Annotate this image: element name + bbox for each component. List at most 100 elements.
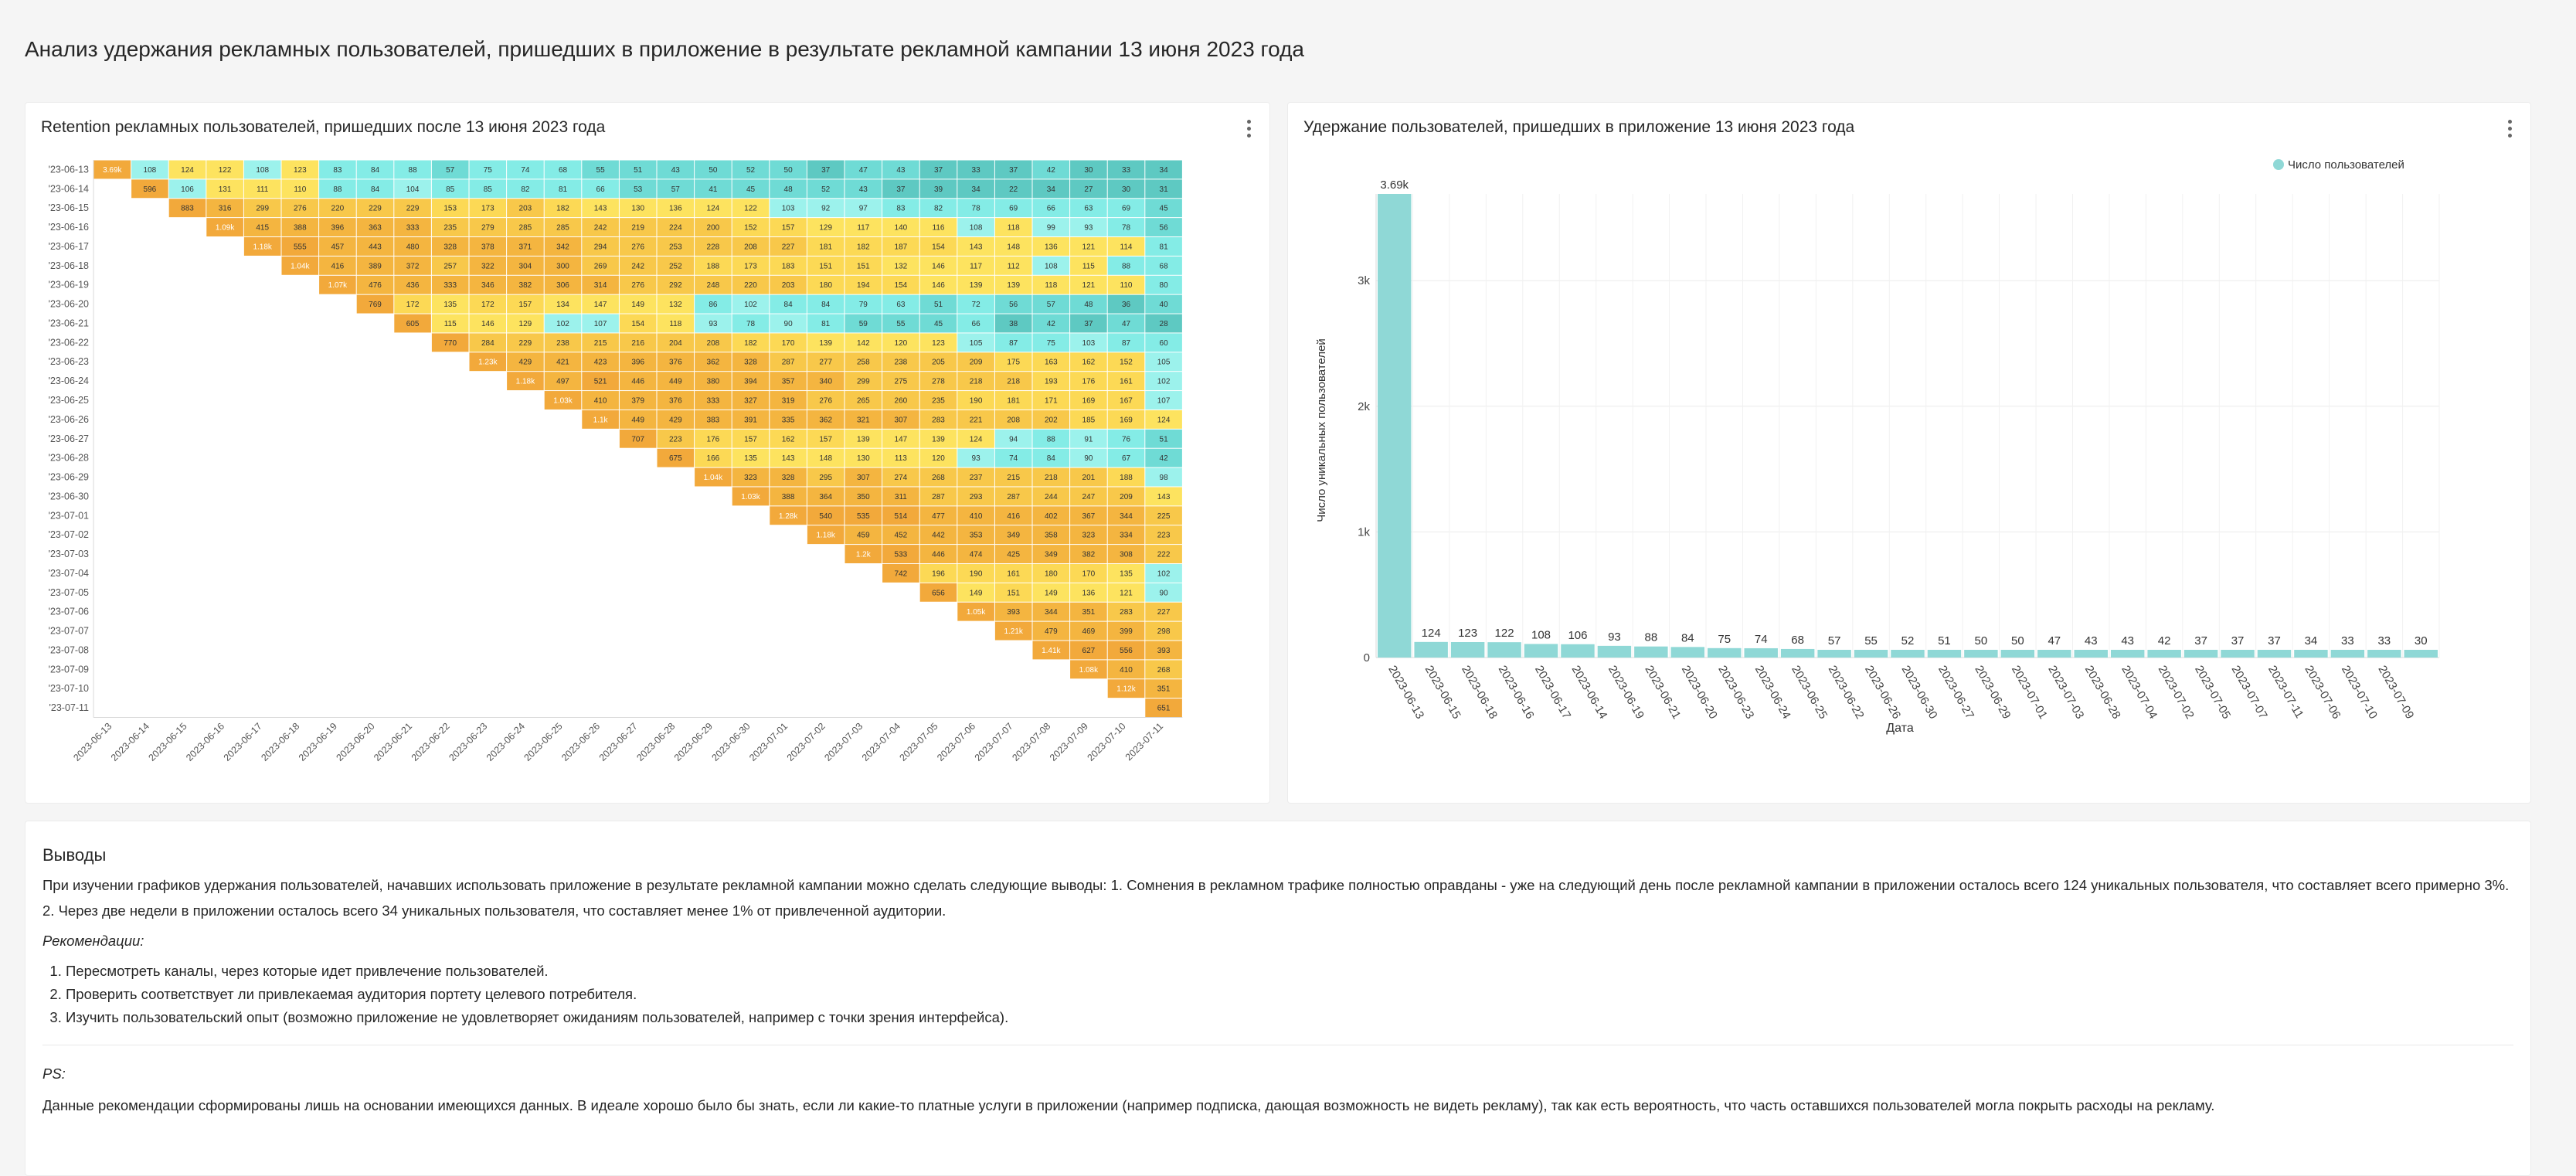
heatmap-cell[interactable] <box>957 506 994 525</box>
heatmap-cell[interactable] <box>1032 256 1070 275</box>
heatmap-cell[interactable] <box>919 275 957 294</box>
heatmap-cell[interactable] <box>807 333 845 352</box>
heatmap-cell[interactable] <box>619 199 657 218</box>
heatmap-cell[interactable] <box>657 256 695 275</box>
heatmap-cell[interactable] <box>994 237 1032 256</box>
bar[interactable] <box>1817 650 1851 658</box>
heatmap-cell[interactable] <box>582 256 619 275</box>
heatmap-cell[interactable] <box>957 333 994 352</box>
heatmap-cell[interactable] <box>657 314 695 333</box>
heatmap-cell[interactable] <box>657 333 695 352</box>
heatmap-cell[interactable] <box>919 372 957 391</box>
heatmap-cell[interactable] <box>770 199 807 218</box>
heatmap-cell[interactable] <box>882 352 919 372</box>
heatmap-cell[interactable] <box>732 410 770 429</box>
heatmap-cell[interactable] <box>1145 275 1182 294</box>
heatmap-cell[interactable] <box>1107 372 1145 391</box>
bar[interactable] <box>1854 650 1888 658</box>
heatmap-cell[interactable] <box>469 314 507 333</box>
heatmap-cell[interactable] <box>1145 333 1182 352</box>
heatmap-cell[interactable] <box>695 218 732 237</box>
heatmap-cell[interactable] <box>582 391 619 410</box>
heatmap-cell[interactable] <box>770 218 807 237</box>
heatmap-cell[interactable] <box>770 294 807 314</box>
heatmap-cell[interactable] <box>770 372 807 391</box>
heatmap-cell[interactable] <box>394 218 431 237</box>
heatmap-cell[interactable] <box>957 218 994 237</box>
heatmap-cell[interactable] <box>845 218 882 237</box>
heatmap-cell[interactable] <box>1070 275 1107 294</box>
heatmap-cell[interactable] <box>544 391 582 410</box>
heatmap-cell[interactable] <box>957 525 994 545</box>
heatmap-cell[interactable] <box>1107 160 1145 179</box>
heatmap-cell[interactable] <box>882 179 919 199</box>
heatmap-cell[interactable] <box>657 275 695 294</box>
heatmap-cell[interactable] <box>732 352 770 372</box>
heatmap-cell[interactable] <box>1107 583 1145 602</box>
heatmap-cell[interactable] <box>994 314 1032 333</box>
heatmap-cell[interactable] <box>807 467 845 487</box>
heatmap-cell[interactable] <box>1032 487 1070 506</box>
heatmap-cell[interactable] <box>582 410 619 429</box>
heatmap-cell[interactable] <box>994 199 1032 218</box>
heatmap-cell[interactable] <box>356 275 394 294</box>
heatmap-cell[interactable] <box>319 237 356 256</box>
heatmap-cell[interactable] <box>695 294 732 314</box>
heatmap-cell[interactable] <box>431 256 469 275</box>
bar[interactable] <box>1414 641 1448 658</box>
heatmap-cell[interactable] <box>1070 179 1107 199</box>
heatmap-cell[interactable] <box>281 160 319 179</box>
bar[interactable] <box>1450 642 1485 658</box>
heatmap-cell[interactable] <box>657 429 695 448</box>
heatmap-cell[interactable] <box>882 487 919 506</box>
heatmap-cell[interactable] <box>994 179 1032 199</box>
heatmap-cell[interactable] <box>1107 333 1145 352</box>
heatmap-cell[interactable] <box>319 218 356 237</box>
heatmap-cell[interactable] <box>994 352 1032 372</box>
heatmap-cell[interactable] <box>732 391 770 410</box>
heatmap-cell[interactable] <box>431 179 469 199</box>
heatmap-cell[interactable] <box>994 583 1032 602</box>
heatmap-cell[interactable] <box>168 160 206 179</box>
heatmap-cell[interactable] <box>431 333 469 352</box>
heatmap-cell[interactable] <box>957 275 994 294</box>
heatmap-cell[interactable] <box>770 314 807 333</box>
heatmap-cell[interactable] <box>770 506 807 525</box>
bar[interactable] <box>2183 650 2218 658</box>
heatmap-cell[interactable] <box>882 314 919 333</box>
bar[interactable] <box>2367 650 2401 658</box>
heatmap-cell[interactable] <box>957 372 994 391</box>
bar[interactable] <box>1378 194 1412 658</box>
heatmap-cell[interactable] <box>431 275 469 294</box>
heatmap-cell[interactable] <box>1145 199 1182 218</box>
heatmap-cell[interactable] <box>957 179 994 199</box>
heatmap-cell[interactable] <box>919 545 957 563</box>
heatmap-cell[interactable] <box>1032 467 1070 487</box>
heatmap-cell[interactable] <box>695 237 732 256</box>
bar[interactable] <box>1561 644 1595 658</box>
heatmap-cell[interactable] <box>1070 621 1107 641</box>
heatmap-cell[interactable] <box>1145 583 1182 602</box>
heatmap-cell[interactable] <box>1070 602 1107 621</box>
heatmap-cell[interactable] <box>919 563 957 583</box>
heatmap-cell[interactable] <box>281 237 319 256</box>
heatmap-cell[interactable] <box>732 294 770 314</box>
heatmap-cell[interactable] <box>394 314 431 333</box>
heatmap-cell[interactable] <box>1145 391 1182 410</box>
heatmap-cell[interactable] <box>882 467 919 487</box>
heatmap-cell[interactable] <box>1107 660 1145 679</box>
heatmap-cell[interactable] <box>1107 410 1145 429</box>
heatmap-cell[interactable] <box>882 410 919 429</box>
heatmap-cell[interactable] <box>544 314 582 333</box>
heatmap-cell[interactable] <box>695 256 732 275</box>
heatmap-cell[interactable] <box>544 372 582 391</box>
heatmap-cell[interactable] <box>1070 583 1107 602</box>
heatmap-cell[interactable] <box>695 199 732 218</box>
heatmap-cell[interactable] <box>1032 160 1070 179</box>
heatmap-cell[interactable] <box>919 429 957 448</box>
heatmap-cell[interactable] <box>469 179 507 199</box>
heatmap-cell[interactable] <box>319 275 356 294</box>
heatmap-cell[interactable] <box>807 487 845 506</box>
heatmap-cell[interactable] <box>807 294 845 314</box>
heatmap-cell[interactable] <box>882 525 919 545</box>
